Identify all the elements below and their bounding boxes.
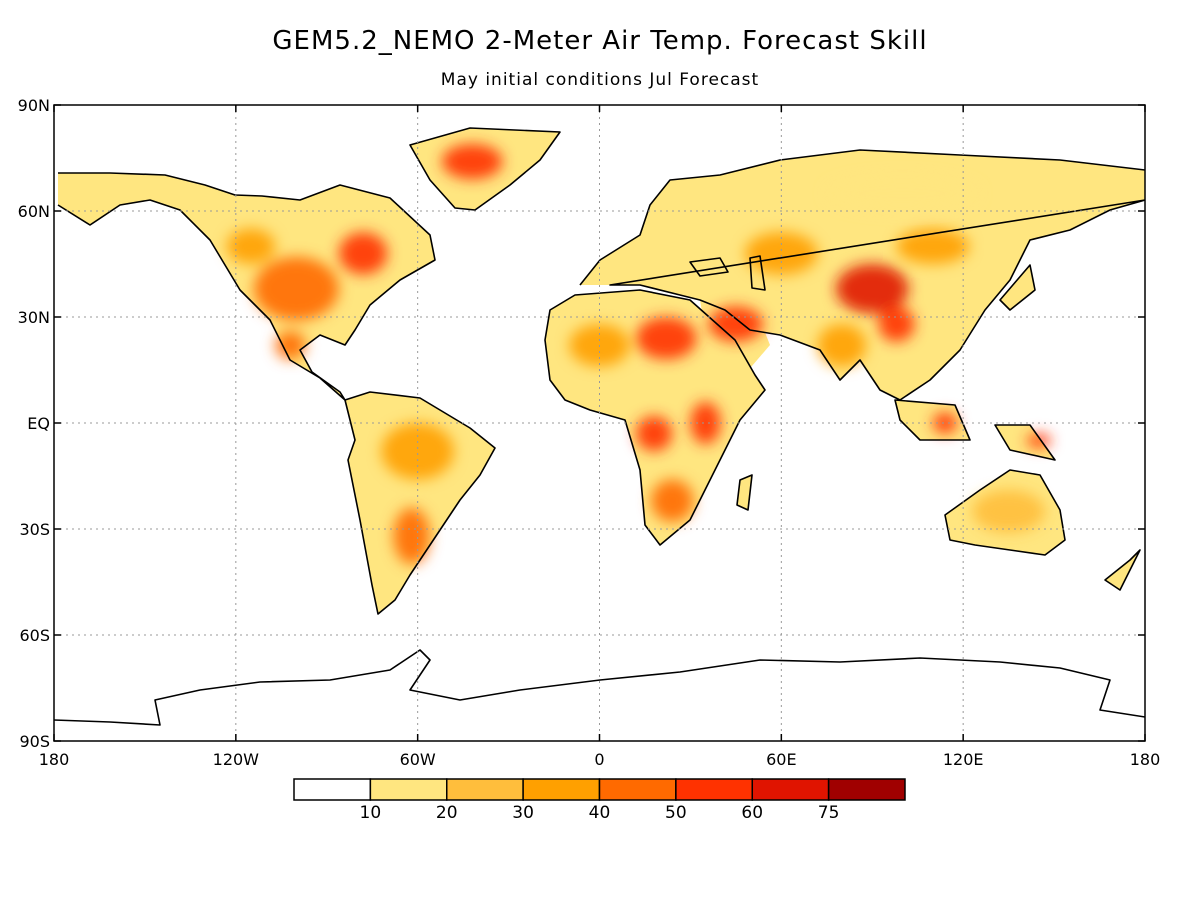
lon-label: 60E bbox=[766, 750, 796, 769]
lat-label: 60S bbox=[19, 626, 50, 645]
lat-labels: 90N 60N 30N EQ 30S 60S 90S bbox=[18, 96, 50, 751]
skill-patches bbox=[226, 143, 1052, 565]
lon-label: 120E bbox=[943, 750, 984, 769]
axis-ticks bbox=[53, 104, 1146, 742]
skill-patch-3 bbox=[275, 331, 306, 360]
colorbar-swatch bbox=[827, 778, 906, 801]
coast-north-america bbox=[57, 172, 436, 401]
colorbar-swatch bbox=[522, 778, 601, 801]
coast-south-america bbox=[344, 391, 496, 615]
colorbar-label: 20 bbox=[436, 803, 458, 823]
skill-patch-18 bbox=[826, 175, 979, 211]
colorbar-swatch bbox=[293, 778, 372, 801]
page-title: GEM5.2_NEMO 2-Meter Air Temp. Forecast S… bbox=[272, 26, 928, 56]
lat-label: 90S bbox=[19, 732, 50, 751]
land-new-guinea bbox=[995, 425, 1055, 460]
colorbar-swatch bbox=[751, 778, 830, 801]
coast-greenland bbox=[409, 127, 561, 211]
coast-black-sea bbox=[689, 257, 729, 277]
colorbar: 10 20 30 40 50 60 75 bbox=[293, 778, 906, 823]
coast-new-guinea bbox=[994, 424, 1056, 461]
coast-new-zealand bbox=[1104, 549, 1141, 591]
lon-label: 0 bbox=[594, 750, 604, 769]
coast-japan bbox=[999, 264, 1036, 311]
skill-patch-15 bbox=[878, 306, 915, 342]
skill-patch-6 bbox=[393, 507, 430, 565]
coast-africa bbox=[544, 289, 766, 546]
lat-label: 30S bbox=[19, 520, 50, 539]
skill-patch-2 bbox=[226, 228, 276, 264]
coast-australia bbox=[944, 469, 1066, 556]
coast-eurasia bbox=[579, 149, 1145, 401]
skill-patch-21 bbox=[932, 412, 958, 434]
skill-patch-12 bbox=[708, 306, 764, 342]
skill-patch-9 bbox=[635, 415, 673, 452]
colorbar-swatch bbox=[446, 778, 524, 801]
colorbar-label: 60 bbox=[741, 803, 763, 823]
lat-label: 90N bbox=[18, 96, 50, 115]
skill-patch-17 bbox=[896, 228, 970, 264]
lon-label: 60W bbox=[400, 750, 436, 769]
coast-antarctica bbox=[54, 649, 1145, 726]
colorbar-label: 30 bbox=[512, 803, 534, 823]
page-subtitle: May initial conditions Jul Forecast bbox=[440, 70, 760, 90]
lat-label: EQ bbox=[27, 414, 50, 433]
skill-patch-13 bbox=[744, 232, 818, 275]
skill-patch-7 bbox=[635, 317, 697, 360]
lat-label: 30N bbox=[18, 308, 50, 327]
colorbar-label: 10 bbox=[360, 803, 382, 823]
coast-madagascar bbox=[736, 474, 753, 511]
lon-label: 180 bbox=[1130, 750, 1161, 769]
skill-patch-11 bbox=[651, 479, 694, 522]
colorbar-label: 75 bbox=[818, 803, 840, 823]
skill-patch-19 bbox=[972, 490, 1045, 533]
land-japan bbox=[1000, 265, 1035, 310]
lon-labels: 180 120W 60W 0 60E 120E 180 bbox=[39, 750, 1161, 769]
land-new-zealand bbox=[1105, 550, 1140, 590]
skill-patch-20 bbox=[1026, 433, 1052, 448]
coast-caspian bbox=[749, 255, 766, 291]
colorbar-label: 50 bbox=[665, 803, 687, 823]
colorbar-label: 40 bbox=[589, 803, 611, 823]
lon-label: 120W bbox=[213, 750, 260, 769]
skill-patch-10 bbox=[690, 401, 721, 445]
lon-label: 180 bbox=[39, 750, 70, 769]
coast-indonesia bbox=[894, 399, 971, 441]
skill-patch-0 bbox=[254, 256, 339, 321]
skill-patch-14 bbox=[835, 264, 909, 314]
gridlines bbox=[54, 105, 1145, 741]
lat-label: 60N bbox=[18, 202, 50, 221]
skill-patch-4 bbox=[441, 143, 503, 180]
skill-patch-5 bbox=[381, 423, 455, 480]
coastlines bbox=[54, 127, 1145, 726]
colorbar-swatch bbox=[369, 778, 448, 801]
skill-patch-16 bbox=[817, 324, 867, 367]
skill-patch-1 bbox=[338, 232, 388, 275]
colorbar-swatch bbox=[675, 778, 753, 801]
colorbar-swatch bbox=[598, 778, 677, 801]
